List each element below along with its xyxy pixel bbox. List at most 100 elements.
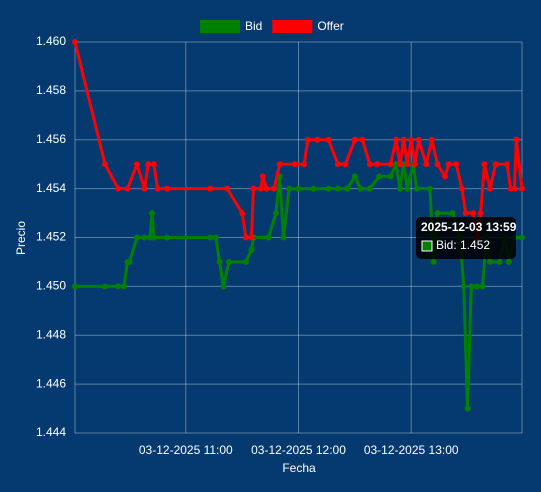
data-point [124, 185, 131, 192]
data-point [492, 161, 499, 168]
x-tick-label: 03-12-2025 12:00 [251, 443, 346, 457]
tooltip-swatch [421, 240, 433, 252]
data-point [511, 185, 518, 192]
data-point [120, 283, 127, 290]
data-point [272, 210, 279, 217]
data-point [334, 161, 341, 168]
data-point [310, 185, 317, 192]
data-point [164, 185, 171, 192]
data-point [481, 161, 488, 168]
data-point [400, 136, 407, 143]
data-point [150, 234, 157, 241]
data-point [291, 161, 298, 168]
data-point [115, 185, 122, 192]
data-point [304, 136, 311, 143]
data-point [487, 185, 494, 192]
data-point [314, 136, 321, 143]
y-tick-label: 1.456 [36, 132, 66, 146]
data-point [72, 283, 78, 290]
data-point [149, 210, 156, 217]
data-point [342, 161, 349, 168]
y-tick-label: 1.452 [36, 230, 66, 244]
data-point [207, 234, 214, 241]
data-point [257, 185, 264, 192]
y-tick-label: 1.446 [36, 376, 66, 390]
x-tick-label: 03-12-2025 13:00 [364, 443, 459, 457]
data-point [376, 173, 383, 180]
data-point [239, 210, 246, 217]
data-point [216, 258, 223, 265]
tooltip-label: Bid: 1.452 [436, 238, 490, 252]
data-point [351, 136, 358, 143]
data-point [434, 161, 441, 168]
data-point [445, 161, 452, 168]
data-point [141, 234, 148, 241]
data-point [145, 161, 152, 168]
y-tick-label: 1.460 [36, 34, 66, 48]
data-point [464, 405, 471, 412]
data-point [470, 210, 477, 217]
data-point [325, 136, 332, 143]
data-point [519, 234, 525, 241]
data-point [334, 185, 341, 192]
data-point [374, 161, 381, 168]
data-point [434, 210, 441, 217]
y-tick-label: 1.444 [36, 425, 66, 439]
data-point [224, 185, 231, 192]
data-point [503, 161, 510, 168]
data-point [519, 185, 525, 192]
data-point [141, 185, 148, 192]
data-point [351, 173, 358, 180]
data-point [505, 258, 512, 265]
data-point [413, 185, 420, 192]
data-point [423, 161, 430, 168]
x-axis-title: Fecha [282, 461, 316, 475]
data-point [396, 185, 403, 192]
data-point [154, 185, 161, 192]
legend-label: Offer [317, 19, 343, 33]
data-point [441, 173, 448, 180]
y-tick-label: 1.450 [36, 279, 66, 293]
data-point [387, 173, 394, 180]
y-tick-label: 1.458 [36, 83, 66, 97]
data-point [357, 185, 364, 192]
data-point [126, 258, 133, 265]
data-point [408, 136, 415, 143]
legend-swatch [200, 20, 240, 33]
legend-swatch [272, 20, 313, 33]
data-point [133, 161, 140, 168]
data-point [479, 283, 486, 290]
data-point [295, 185, 302, 192]
data-point [212, 234, 219, 241]
data-point [430, 258, 437, 265]
data-point [453, 161, 460, 168]
data-point [473, 283, 480, 290]
data-point [280, 234, 287, 241]
data-point [259, 173, 266, 180]
series-line [75, 162, 522, 411]
data-point [404, 161, 411, 168]
y-tick-label: 1.448 [36, 327, 66, 341]
data-point [164, 234, 171, 241]
tooltip-title: 2025-12-03 13:59 [421, 220, 517, 234]
data-point [468, 283, 475, 290]
data-point [72, 39, 78, 45]
data-point [250, 185, 257, 192]
data-point [449, 210, 456, 217]
data-point [458, 185, 465, 192]
data-point [102, 283, 109, 290]
data-point [359, 136, 366, 143]
data-point [150, 161, 157, 168]
data-point [496, 258, 503, 265]
data-point [102, 161, 109, 168]
data-point [265, 234, 272, 241]
data-point [301, 161, 308, 168]
data-point [426, 185, 433, 192]
data-point [344, 185, 351, 192]
data-point [286, 185, 293, 192]
data-point [477, 210, 484, 217]
data-point [276, 161, 283, 168]
legend-label: Bid [245, 19, 262, 33]
data-point [387, 161, 394, 168]
